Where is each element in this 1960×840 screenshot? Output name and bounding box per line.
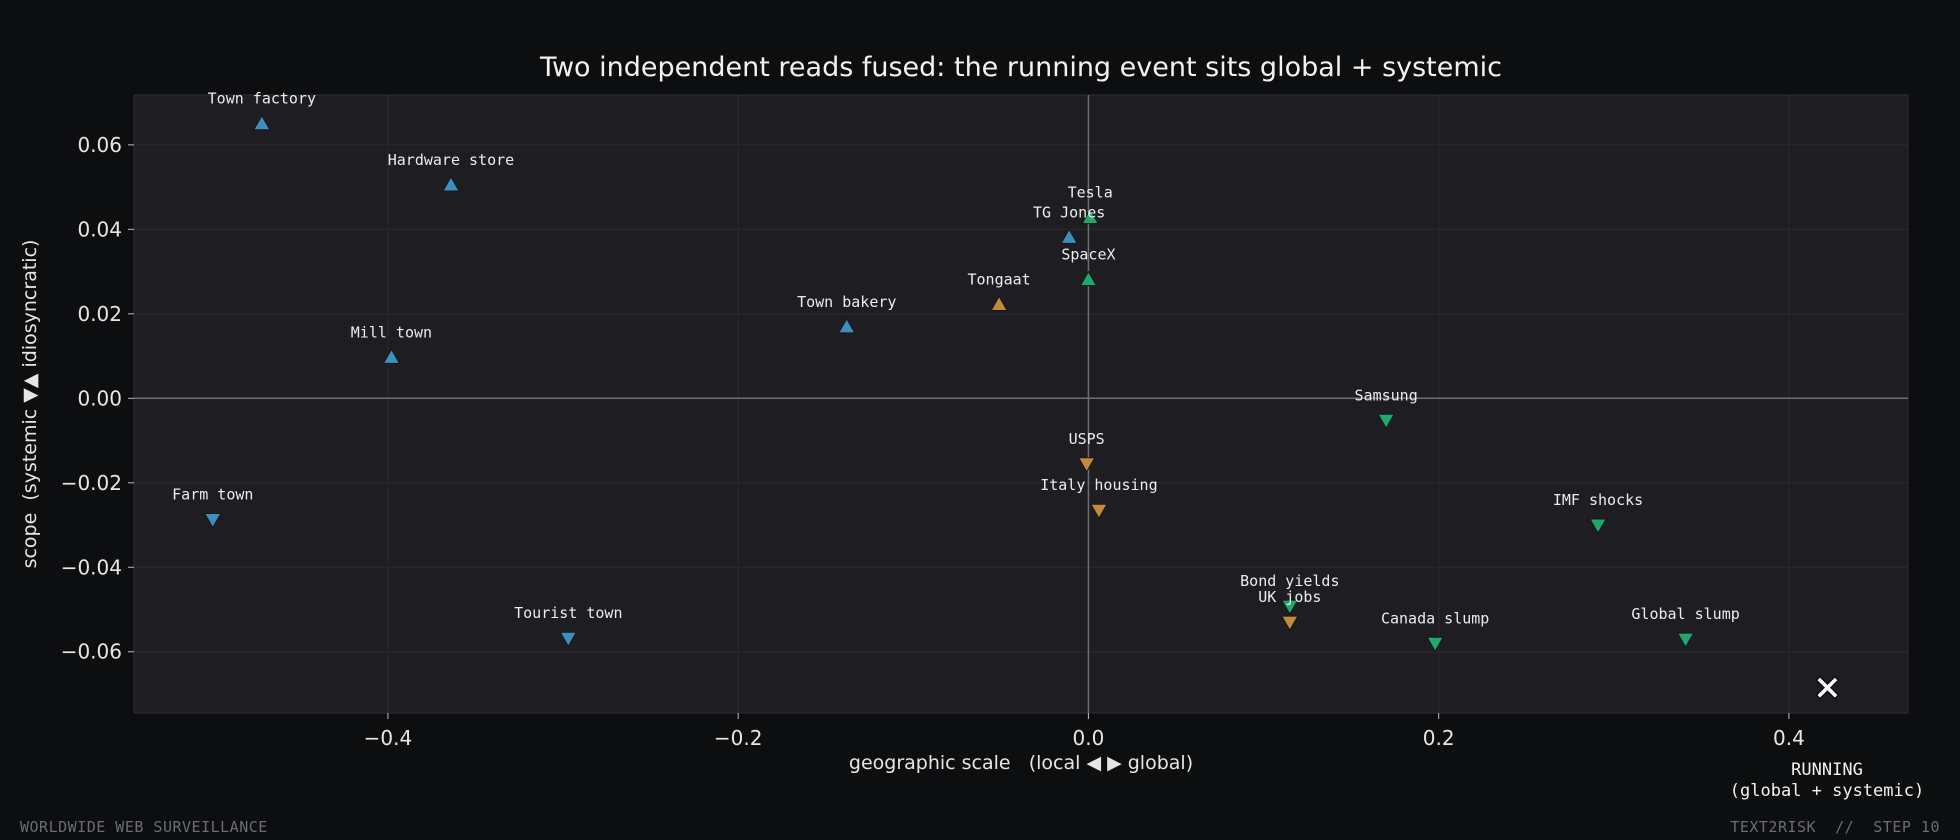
data-point bbox=[252, 114, 271, 131]
point-label: TG Jones bbox=[1033, 203, 1105, 221]
point-label: Hardware store bbox=[388, 151, 514, 169]
x-tick-label: 0.4 bbox=[1773, 726, 1805, 750]
y-tick-label: 0.02 bbox=[77, 302, 122, 326]
data-point bbox=[1077, 457, 1096, 473]
data-point bbox=[203, 513, 222, 529]
point-label: Tourist town bbox=[514, 604, 622, 622]
data-point bbox=[1676, 632, 1695, 649]
running-marker bbox=[1815, 675, 1840, 700]
point-label: Farm town bbox=[172, 486, 253, 504]
data-point bbox=[1426, 636, 1445, 653]
data-labels: Town factory Hardware store Mill town Town … bbox=[172, 90, 1740, 628]
zero-lines bbox=[134, 95, 1908, 713]
point-label: Town factory bbox=[208, 90, 316, 108]
point-label: Bond yields bbox=[1240, 572, 1339, 590]
point-label: IMF shocks bbox=[1553, 491, 1643, 509]
point-label: Mill town bbox=[351, 323, 432, 341]
data-point bbox=[559, 631, 578, 648]
data-point bbox=[1081, 208, 1100, 225]
x-tick-label: 0.0 bbox=[1073, 726, 1105, 750]
point-label: UK jobs bbox=[1258, 588, 1321, 606]
data-point bbox=[990, 295, 1008, 312]
y-axis-label: scope (systemic ▼▲ idiosyncratic) bbox=[19, 240, 41, 569]
data-point bbox=[1090, 503, 1108, 520]
footer-left-text: WORLDWIDE WEB SURVEILLANCE bbox=[20, 818, 268, 836]
y-tick-label: 0.04 bbox=[77, 217, 122, 241]
data-point bbox=[442, 175, 460, 192]
y-tick-label: −0.04 bbox=[61, 555, 122, 579]
x-tick-labels: −0.4 −0.2 0.0 0.2 0.4 bbox=[364, 726, 1805, 750]
point-label: Global slump bbox=[1631, 605, 1739, 623]
data-point bbox=[837, 317, 856, 334]
data-point bbox=[382, 348, 401, 364]
data-point bbox=[1377, 413, 1395, 430]
point-label: Italy housing bbox=[1040, 476, 1157, 494]
point-label: SpaceX bbox=[1061, 246, 1115, 264]
point-label: USPS bbox=[1069, 430, 1105, 448]
point-label: Samsung bbox=[1355, 386, 1418, 404]
point-label: Tongaat bbox=[968, 271, 1031, 289]
running-label-line2: (global + systemic) bbox=[1730, 781, 1924, 801]
data-point bbox=[1079, 270, 1098, 287]
data-point bbox=[1060, 228, 1079, 244]
point-label: Tesla bbox=[1068, 184, 1113, 202]
x-axis-label: geographic scale (local ◀ ▶ global) bbox=[849, 752, 1193, 774]
data-point bbox=[1280, 599, 1299, 616]
data-point bbox=[1589, 518, 1607, 535]
running-x-icon bbox=[1815, 675, 1840, 700]
y-tick-label: 0.06 bbox=[77, 133, 122, 157]
x-tick-label: −0.2 bbox=[714, 726, 763, 750]
y-tick-labels: −0.06 −0.04 −0.02 0.00 0.02 0.04 0.06 bbox=[61, 133, 122, 664]
point-label: Canada slump bbox=[1381, 609, 1489, 627]
footer-right-text: TEXT2RISK // STEP 10 bbox=[1730, 818, 1940, 836]
x-tick-label: −0.4 bbox=[364, 726, 413, 750]
x-tick-label: 0.2 bbox=[1423, 726, 1455, 750]
grid-lines bbox=[128, 95, 1908, 719]
y-tick-label: 0.00 bbox=[77, 386, 122, 410]
chart-title: Two independent reads fused: the running… bbox=[539, 52, 1502, 83]
running-label-line1: RUNNING bbox=[1791, 760, 1863, 780]
y-tick-label: −0.06 bbox=[61, 640, 122, 664]
point-label: Town bakery bbox=[797, 293, 896, 311]
data-point bbox=[1280, 615, 1299, 632]
data-points bbox=[203, 114, 1695, 653]
y-tick-label: −0.02 bbox=[61, 471, 122, 495]
plot-area bbox=[133, 94, 1909, 714]
